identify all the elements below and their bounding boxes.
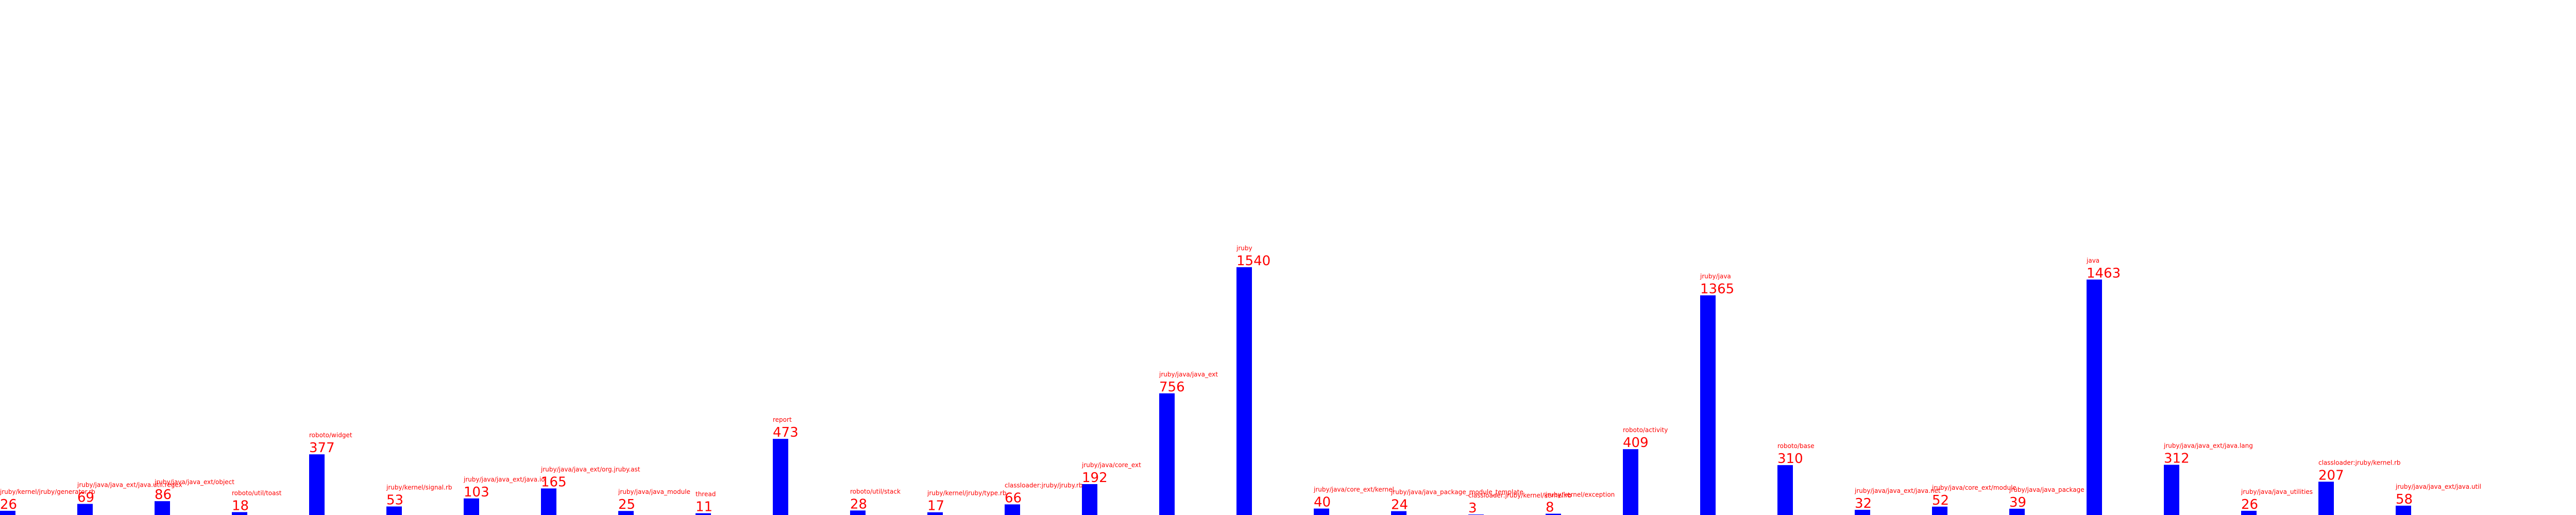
value-label: 28 [850,496,867,512]
category-label: jruby/kernel/signal.rb [386,484,452,491]
bar [1700,295,1716,515]
bar [1082,484,1097,515]
bar [618,511,634,515]
bar [386,506,402,515]
category-label: jruby/java/java_ext/java.net [1854,487,1941,494]
bar [1005,504,1020,515]
value-label: 473 [773,425,799,440]
bar [1391,511,1406,515]
category-label: report [773,416,792,423]
value-label: 377 [309,440,335,456]
bar [1546,513,1561,515]
value-label: 312 [2164,451,2190,467]
category-label: roboto/base [1777,442,1815,450]
bar [1623,449,1638,515]
value-label: 18 [232,498,249,513]
category-label: roboto/util/toast [232,489,282,496]
value-label: 24 [1391,497,1408,513]
category-label: jruby/java/core_ext/module [1931,484,2016,491]
category-label: thread [696,491,716,498]
category-label: jruby/kernel/exception [1545,491,1615,499]
bar [1236,267,1252,515]
value-label: 25 [618,497,635,512]
category-label: jruby/java/java_ext/java.util.regex [77,481,182,488]
category-label: jruby/kernel/jruby/type.rb [927,490,1006,497]
category-label: roboto/widget [309,432,352,439]
value-label: 53 [386,492,403,508]
bar-group [0,267,2411,515]
bar [850,510,866,515]
category-label: jruby/java/core_ext [1081,461,1141,469]
label-group: jruby/kernel/jruby/generator.rb 26 jruby/j… [0,245,2481,515]
value-label: 52 [1932,493,1949,508]
category-label: jruby/java/java_ext/object [154,478,234,486]
value-label: 58 [2396,492,2413,507]
bar [0,510,15,515]
bar [232,512,247,515]
value-label: 192 [1082,470,1108,486]
value-label: 3 [1468,501,1477,515]
bar [2164,465,2179,515]
value-label: 11 [696,500,713,515]
bar [1932,506,1947,515]
bar [155,501,170,515]
bar [2318,482,2334,515]
bar [464,498,479,515]
value-label: 310 [1777,451,1803,467]
value-label: 409 [1623,435,1649,451]
bar [2087,279,2102,515]
value-label: 26 [0,497,17,512]
value-label: 1463 [2087,266,2121,281]
category-label: jruby/java/core_ext/kernel [1313,486,1394,493]
category-label: jruby/java/java_ext/org.jruby.ast [540,466,640,473]
bar [696,513,711,515]
category-label: jruby [1236,245,1252,252]
bar [1159,393,1175,515]
category-label: roboto/activity [1623,426,1668,434]
category-label: roboto/util/stack [850,488,901,495]
category-label: jruby/java/java_package_module_template [1391,489,1523,496]
category-label: jruby/java/java_utilities [2241,488,2313,495]
category-label: java [2086,257,2099,264]
value-label: 103 [464,485,489,500]
category-label: jruby/java/java_ext/java.io [463,476,545,483]
value-label: 165 [541,474,567,490]
category-label: jruby/java/java_ext [1159,371,1218,378]
category-label: jruby/java/java_ext/java.util [2395,483,2481,490]
bar [773,439,788,515]
value-label: 1540 [1236,253,1270,269]
value-label: 26 [2241,497,2258,512]
bar [1314,508,1329,515]
category-label: jruby/java [1700,272,1731,280]
value-label: 32 [1855,496,1872,511]
bar [541,488,556,515]
value-label: 8 [1546,500,1554,515]
category-label: classloader:jruby/kernel.rb [2318,459,2401,466]
category-label: jruby/java/java_ext/java.lang [2163,442,2253,450]
bar [2241,510,2257,515]
value-label: 17 [927,499,944,514]
bar [2009,508,2025,515]
bar [927,512,943,515]
value-label: 756 [1159,380,1185,395]
value-label: 86 [155,487,172,503]
bar [2396,505,2411,515]
category-label: classloader:jruby/jruby.rb [1005,482,1082,489]
bar [1855,510,1870,515]
category-label: jruby/java/java_module [618,488,690,495]
value-label: 69 [77,490,94,505]
bar [1777,465,1793,515]
value-label: 207 [2318,468,2344,483]
bar [77,504,93,515]
category-label: classloader:jruby/kernel/kernel.rb [1468,492,1572,499]
value-label: 40 [1314,495,1331,510]
category-label: jruby/kernel/jruby/generator.rb [0,488,95,495]
value-label: 66 [1005,490,1022,506]
category-label: jruby/java/java_package [2009,486,2084,493]
bar [309,454,325,515]
value-label: 1365 [1700,281,1734,297]
value-label: 39 [2009,495,2026,510]
